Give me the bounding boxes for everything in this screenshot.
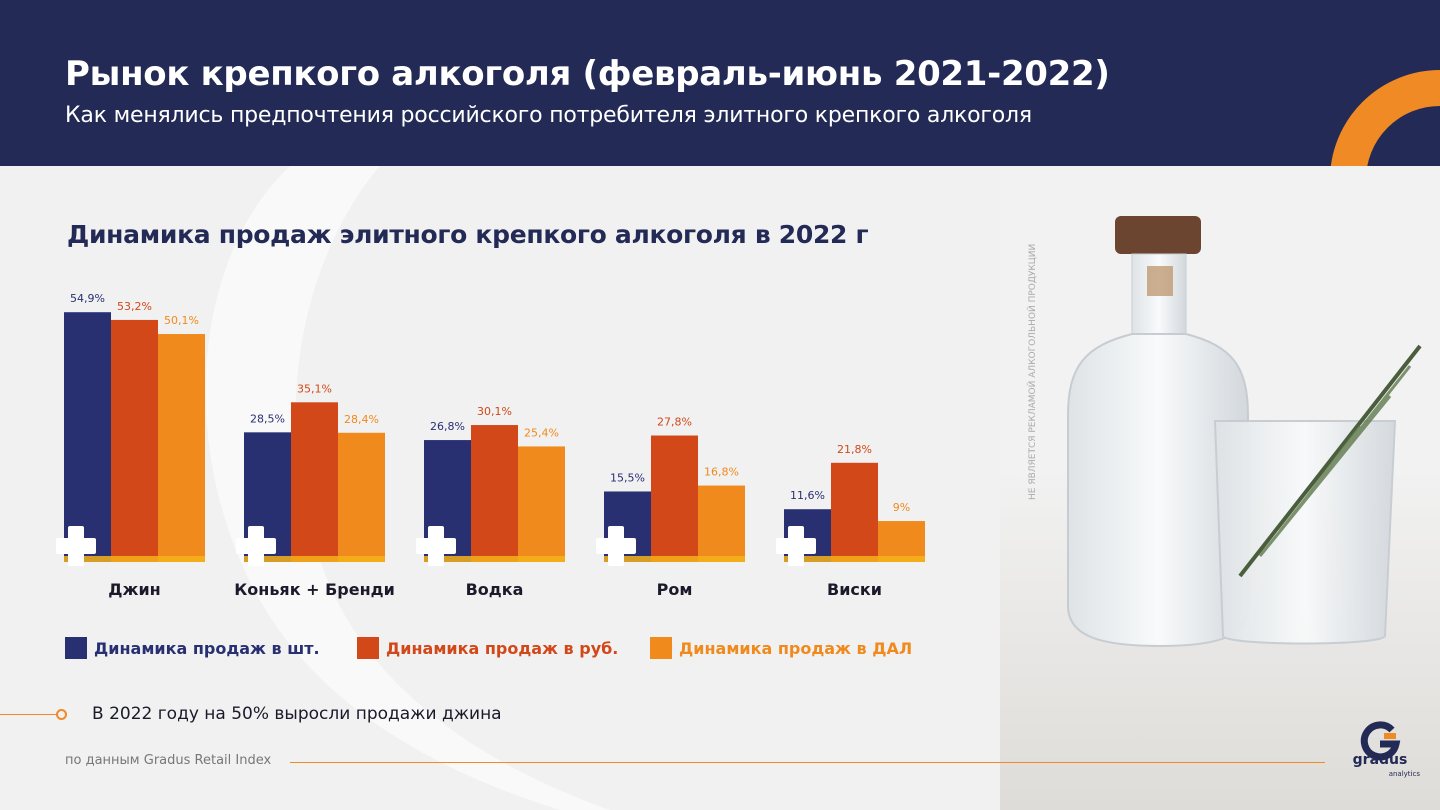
- bottle-photo: [1000, 166, 1440, 810]
- data-label-2-1: 28,5%: [250, 412, 285, 425]
- plus-icon: [776, 526, 816, 566]
- header-banner: Рынок крепкого алкоголя (февраль-июнь 20…: [0, 0, 1440, 166]
- legend-swatch-rub: [357, 637, 379, 659]
- gradus-logo-icon: [1360, 721, 1401, 761]
- bar-base-5-2: [831, 556, 878, 562]
- page-title: Рынок крепкого алкоголя (февраль-июнь 20…: [65, 54, 1110, 94]
- bar-4-2: [651, 435, 698, 562]
- bar-base-4-3: [698, 556, 745, 562]
- bar-group-3: 26,8% 30,1% 25,4% Водка: [416, 405, 565, 599]
- bar-base-2-3: [338, 556, 385, 562]
- page-subtitle: Как менялись предпочтения российского по…: [65, 103, 1032, 128]
- bar-base-3-2: [471, 556, 518, 562]
- data-label-4-3: 16,8%: [704, 466, 739, 479]
- bar-group-2: 28,5% 35,1% 28,4% Коньяк + Бренди: [234, 382, 395, 599]
- logo-sub: analytics: [1388, 770, 1420, 778]
- bar-group-1: 54,9% 53,2% 50,1% Джин: [56, 292, 205, 599]
- legend-label-dal: Динамика продаж в ДАЛ: [679, 638, 913, 658]
- bar-1-3: [158, 334, 205, 562]
- bar-base-4-1: [604, 556, 651, 562]
- bar-5-2: [831, 462, 878, 562]
- plus-icon: [56, 526, 96, 566]
- bar-2-2: [291, 402, 338, 562]
- data-label-4-2: 27,8%: [657, 416, 692, 429]
- data-label-4-1: 15,5%: [610, 471, 645, 484]
- legend-item-dal: Динамика продаж в ДАЛ: [650, 636, 912, 660]
- source-line: [290, 762, 1325, 763]
- data-label-5-2: 21,8%: [837, 443, 872, 456]
- bar-base-1-1: [64, 556, 111, 562]
- plus-icon: [596, 526, 636, 566]
- bar-chart: 54,9% 53,2% 50,1% Джин 28,5% 35,1% 28,4% Коньяк…: [56, 292, 925, 599]
- plus-icon: [236, 526, 276, 566]
- data-label-2-3: 28,4%: [344, 413, 379, 426]
- bar-base-4-2: [651, 556, 698, 562]
- category-label-2: Коньяк + Бренди: [234, 580, 395, 599]
- bar-base-2-1: [244, 556, 291, 562]
- bar-5-3: [878, 521, 925, 562]
- legend-swatch-dal: [650, 637, 672, 659]
- note-text: В 2022 году на 50% выросли продажи джина: [92, 704, 502, 724]
- data-label-3-1: 26,8%: [430, 420, 465, 433]
- logo-text: gradus: [1352, 752, 1408, 768]
- note-dot: [56, 709, 67, 720]
- bar-base-5-1: [784, 556, 831, 562]
- bar-4-3: [698, 485, 745, 562]
- legend-item-rub: Динамика продаж в руб.: [357, 636, 618, 660]
- disclaimer-text: НЕ ЯВЛЯЕТСЯ РЕКЛАМОЙ АЛКОГОЛЬНОЙ ПРОДУКЦ…: [1028, 243, 1038, 500]
- bar-group-5: 11,6% 21,8% 9% Виски: [776, 443, 925, 599]
- source-text: по данным Gradus Retail Index: [65, 753, 272, 768]
- category-label-4: Ром: [657, 580, 693, 599]
- bar-1-1: [64, 312, 111, 562]
- bar-1-2: [111, 319, 158, 562]
- legend-swatch-units: [65, 637, 87, 659]
- bar-base-1-2: [111, 556, 158, 562]
- legend-label-rub: Динамика продаж в руб.: [386, 638, 619, 658]
- bar-base-2-2: [291, 556, 338, 562]
- note-line: [0, 714, 58, 715]
- category-label-3: Водка: [466, 580, 524, 599]
- data-label-2-2: 35,1%: [297, 382, 332, 395]
- bar-base-5-3: [878, 556, 925, 562]
- bar-base-1-3: [158, 556, 205, 562]
- bar-2-3: [338, 432, 385, 562]
- data-label-1-2: 53,2%: [117, 300, 152, 313]
- plus-icon: [416, 526, 456, 566]
- category-label-5: Виски: [827, 580, 882, 599]
- data-label-5-1: 11,6%: [790, 489, 825, 502]
- bar-3-3: [518, 446, 565, 562]
- bar-group-4: 15,5% 27,8% 16,8% Ром: [596, 416, 745, 599]
- data-label-5-3: 9%: [893, 501, 910, 514]
- bar-base-3-3: [518, 556, 565, 562]
- chart-title: Динамика продаж элитного крепкого алкого…: [67, 220, 869, 249]
- data-label-1-3: 50,1%: [164, 314, 199, 327]
- legend-item-units: Динамика продаж в шт.: [65, 636, 320, 660]
- bar-base-3-1: [424, 556, 471, 562]
- bar-3-2: [471, 425, 518, 562]
- data-label-3-2: 30,1%: [477, 405, 512, 418]
- data-label-1-1: 54,9%: [70, 292, 105, 305]
- category-label-1: Джин: [108, 580, 160, 599]
- legend-label-units: Динамика продаж в шт.: [94, 638, 320, 658]
- data-label-3-3: 25,4%: [524, 426, 559, 439]
